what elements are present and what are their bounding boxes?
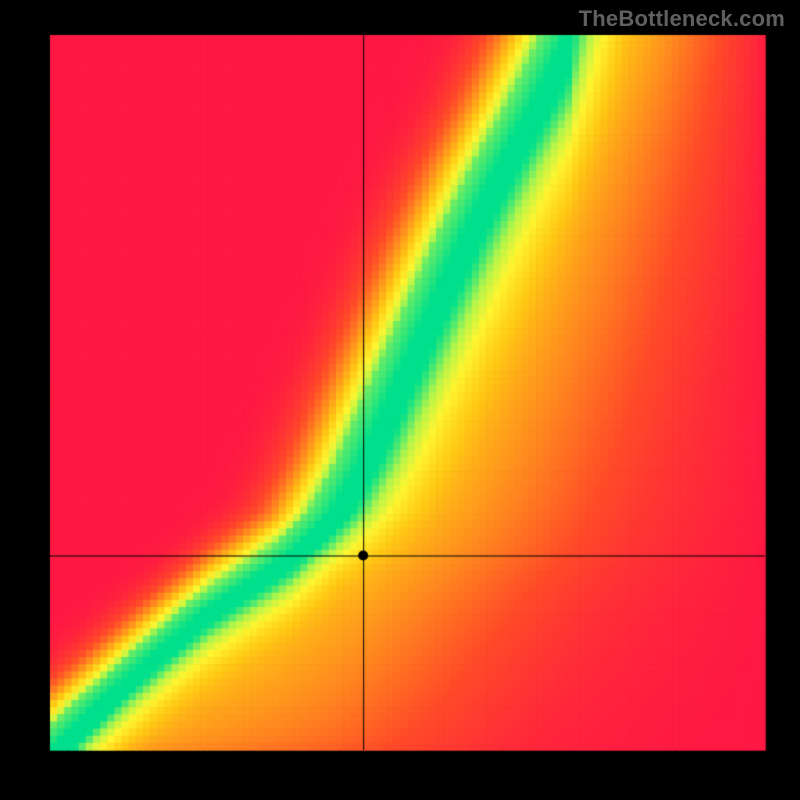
chart-container: TheBottleneck.com bbox=[0, 0, 800, 800]
watermark-text: TheBottleneck.com bbox=[579, 6, 785, 32]
heatmap-canvas bbox=[0, 0, 800, 800]
